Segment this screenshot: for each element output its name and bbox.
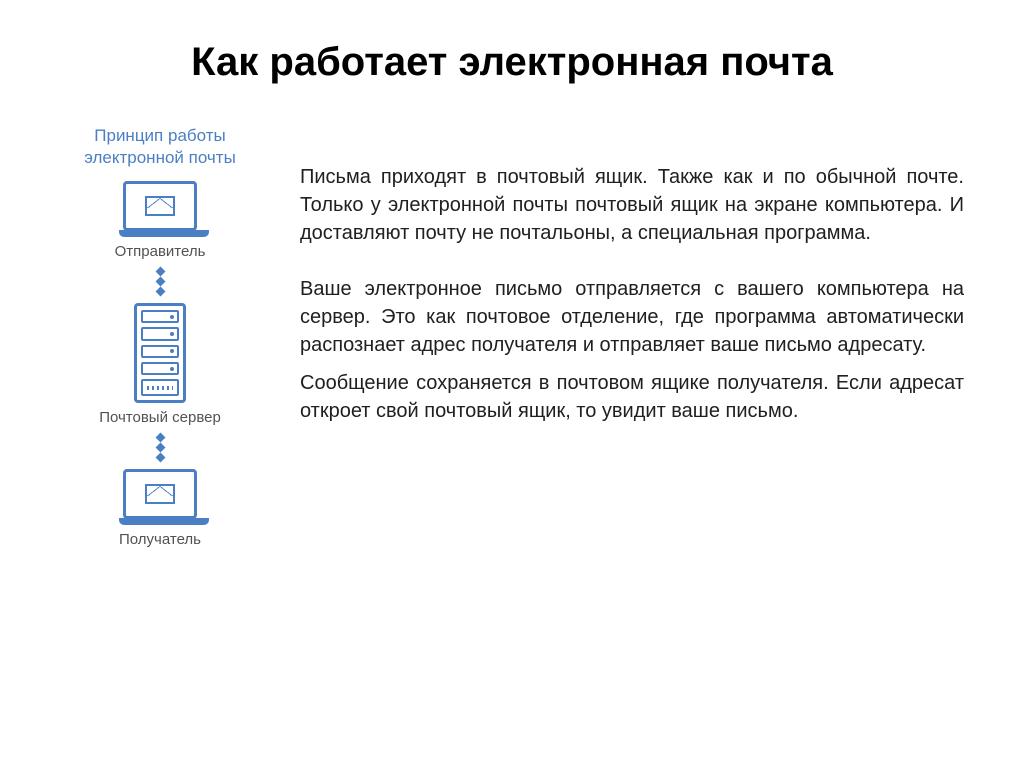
envelope-icon (145, 484, 175, 504)
recipient-label: Получатель (119, 531, 201, 548)
connector-icon (157, 268, 164, 295)
connector-icon (157, 434, 164, 461)
text-column: Письма приходят в почтовый ящик. Также к… (300, 125, 964, 548)
envelope-icon (145, 196, 175, 216)
sender-laptop-icon (119, 181, 201, 237)
page-title: Как работает электронная почта (60, 40, 964, 85)
paragraph: Письма приходят в почтовый ящик. Также к… (300, 163, 964, 247)
mail-server-icon (134, 303, 186, 403)
sender-label: Отправитель (115, 243, 206, 260)
content-row: Принцип работы электронной почты Отправи… (60, 125, 964, 548)
server-label: Почтовый сервер (99, 409, 221, 426)
diagram-heading: Принцип работы электронной почты (60, 125, 260, 169)
paragraph: Сообщение сохраняется в почтовом ящике п… (300, 369, 964, 425)
paragraph: Ваше электронное письмо отправляется с в… (300, 275, 964, 359)
recipient-laptop-icon (119, 469, 201, 525)
email-flow-diagram: Принцип работы электронной почты Отправи… (60, 125, 260, 548)
